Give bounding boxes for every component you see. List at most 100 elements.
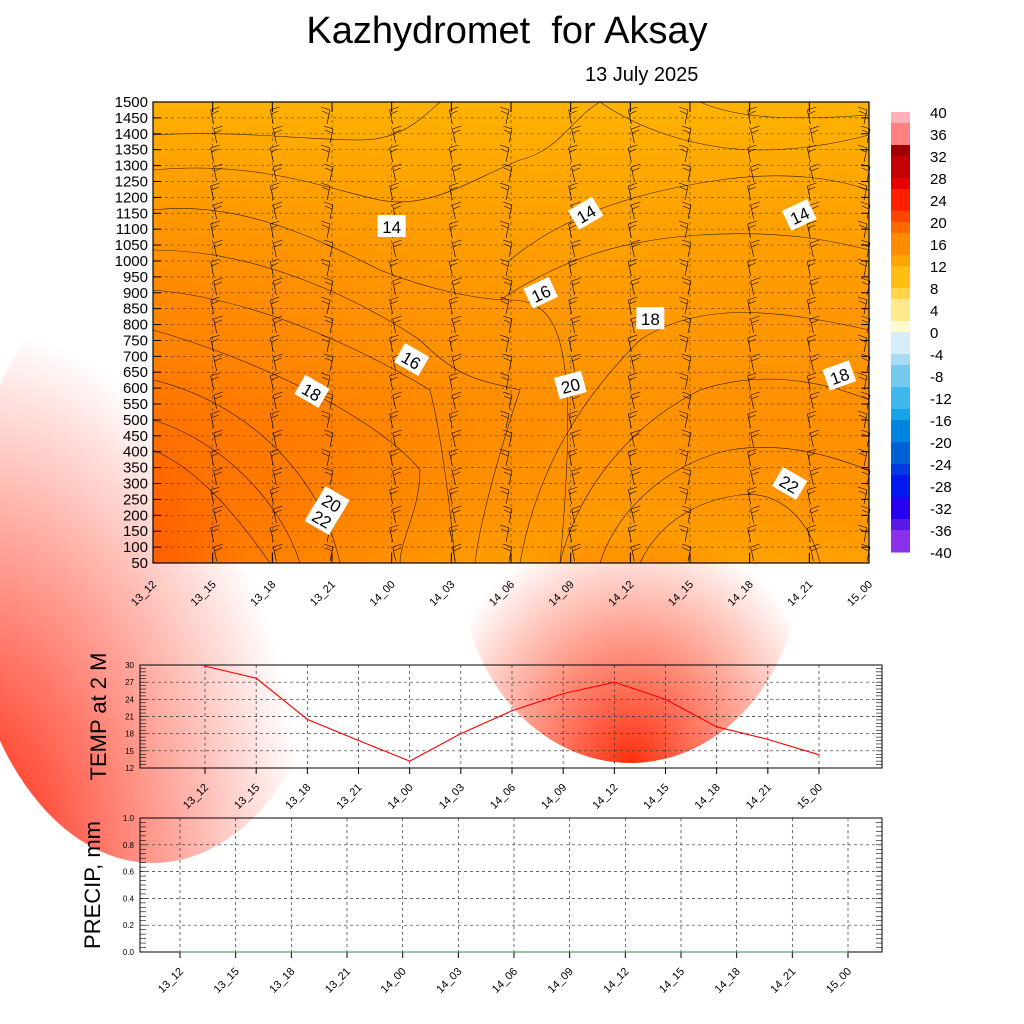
wind-barb — [392, 125, 402, 144]
wind-barb — [750, 239, 760, 258]
wind-barb — [452, 505, 462, 524]
wind-barb — [502, 429, 513, 448]
wind-barb — [810, 125, 820, 144]
y-tick-label: 27 — [125, 678, 134, 687]
wind-barb — [499, 448, 510, 467]
y-tick-label: 850 — [123, 301, 148, 318]
wind-barb — [631, 429, 641, 448]
wind-barb — [502, 467, 513, 486]
colorbar-cell — [891, 145, 910, 157]
y-tick-label: 950 — [123, 269, 148, 286]
wind-barb — [392, 505, 402, 524]
colorbar-cell — [891, 486, 910, 498]
wind-barb — [213, 429, 223, 448]
data-point — [767, 738, 769, 740]
colorbar-cell — [891, 211, 910, 223]
colorbar-label: -16 — [930, 413, 952, 430]
data-point — [460, 733, 462, 735]
wind-barb — [628, 486, 638, 505]
wind-barb — [449, 334, 459, 353]
wind-barb — [568, 524, 578, 543]
wind-barb — [270, 220, 280, 239]
colorbar-cell — [891, 123, 910, 135]
wind-barb — [628, 372, 638, 391]
wind-barb — [323, 201, 334, 220]
wind-barb — [571, 125, 581, 144]
wind-barb — [810, 315, 820, 334]
colorbar-label: -32 — [930, 501, 952, 518]
wind-barb — [750, 391, 760, 410]
wind-barb — [452, 353, 462, 372]
wind-barb — [502, 353, 513, 372]
wind-barb — [499, 220, 510, 239]
data-point — [409, 760, 411, 762]
y-tick-label: 1100 — [116, 221, 148, 238]
contour-label-box — [394, 342, 430, 377]
data-point — [235, 951, 237, 953]
wind-barb — [392, 391, 402, 410]
wind-barb — [747, 372, 757, 391]
wind-barb — [273, 315, 283, 334]
y-tick-label: 650 — [123, 364, 148, 381]
wind-barb — [449, 410, 459, 429]
wind-barb — [568, 144, 578, 163]
wind-barb — [631, 125, 641, 144]
wind-barb — [631, 277, 641, 296]
wind-barb — [568, 296, 578, 315]
colorbar-label: 0 — [930, 325, 938, 342]
colorbar-cell — [891, 178, 910, 190]
isotherm-line — [519, 312, 870, 564]
wind-barb — [213, 315, 223, 334]
contour-label-box — [523, 276, 559, 309]
data-point — [179, 951, 181, 953]
colorbar-label: 8 — [930, 281, 938, 298]
wind-barb — [857, 296, 868, 315]
wind-barb — [628, 296, 638, 315]
wind-barb — [678, 144, 689, 163]
colorbar-cell — [891, 332, 910, 344]
wind-barb — [807, 410, 817, 429]
colorbar-cell — [891, 244, 910, 256]
wind-barb — [273, 163, 283, 182]
colorbar-cell — [891, 387, 910, 399]
colorbar-cell — [891, 310, 910, 322]
wind-barb — [270, 144, 280, 163]
wind-barb — [571, 543, 581, 562]
wind-barb — [323, 429, 334, 448]
x-tick-label: 14_15 — [657, 966, 687, 996]
colorbar-cell — [891, 233, 910, 245]
wind-barb — [750, 467, 760, 486]
wind-barb — [320, 334, 331, 353]
data-point — [680, 951, 682, 953]
wind-barb — [631, 163, 641, 182]
wind-barb — [631, 239, 641, 258]
wind-barb — [628, 220, 638, 239]
contour-label-box — [822, 360, 857, 391]
colorbar-cell — [891, 343, 910, 355]
y-tick-label: 600 — [123, 380, 148, 397]
wind-barb — [270, 410, 280, 429]
data-point — [290, 951, 292, 953]
y-tick-label: 1150 — [116, 205, 148, 222]
wind-barb — [213, 391, 223, 410]
y-tick-label: 500 — [123, 412, 148, 429]
wind-barb — [389, 410, 399, 429]
wind-barb — [210, 486, 220, 505]
wind-barb — [273, 391, 283, 410]
data-point — [624, 951, 626, 953]
wind-barb — [210, 220, 220, 239]
colorbar-label: -20 — [930, 435, 952, 452]
wind-barb — [320, 182, 331, 201]
colorbar-cell — [891, 156, 910, 168]
wind-barb — [681, 125, 692, 144]
wind-barb — [210, 258, 220, 277]
wind-barb — [270, 258, 280, 277]
colorbar-cell — [891, 255, 910, 267]
colorbar-cell — [891, 497, 910, 509]
wind-barb — [502, 201, 513, 220]
chart-subtitle: 13 July 2025 — [585, 64, 699, 86]
wind-barb — [568, 448, 578, 467]
data-point — [255, 677, 257, 679]
